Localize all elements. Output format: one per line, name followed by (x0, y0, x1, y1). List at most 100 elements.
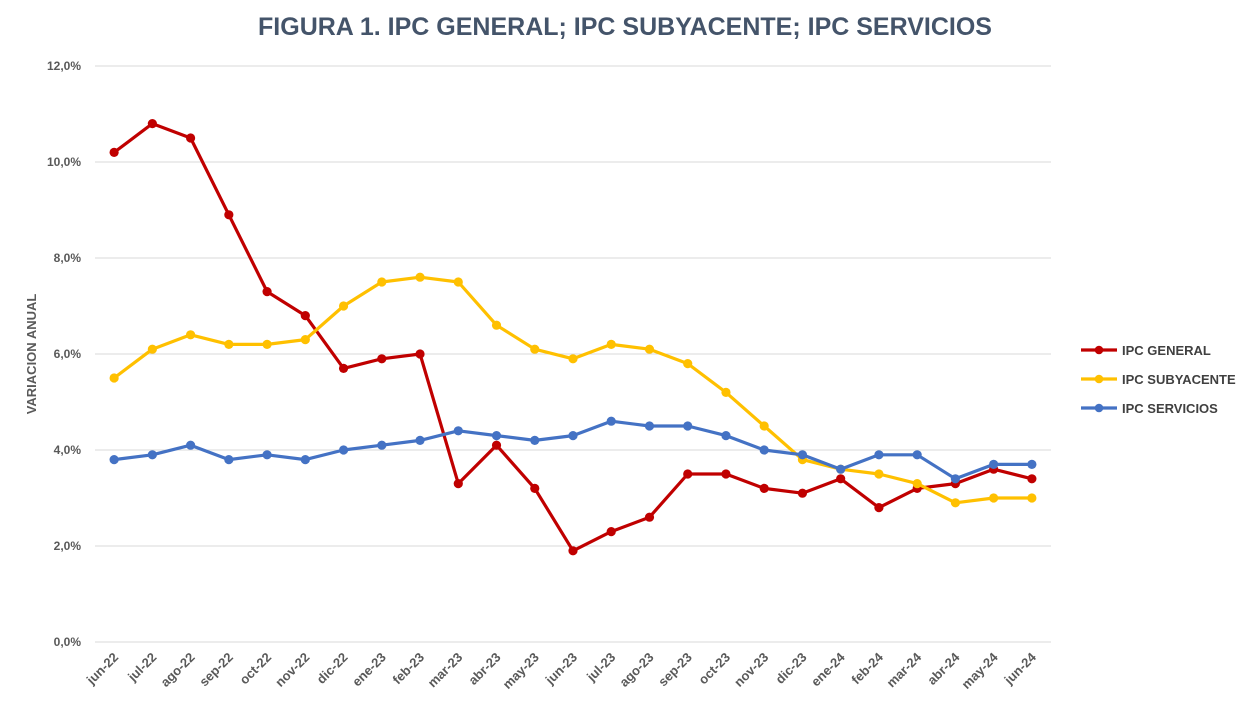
legend-label: IPC GENERAL (1122, 343, 1211, 358)
x-tick-label: oct-23 (695, 650, 733, 688)
data-point (109, 147, 119, 157)
legend-item: IPC SUBYACENTE (1081, 372, 1236, 387)
x-tick-label: dic-23 (772, 650, 809, 687)
data-point (950, 498, 961, 508)
data-point (1027, 493, 1037, 503)
data-point (950, 474, 961, 484)
y-axis-ticks: 0,0% 2,0% 4,0% 6,0% 8,0% 10,0% 12,0% (47, 59, 81, 649)
x-tick-label: may-24 (958, 649, 1001, 692)
y-tick-label: 0,0% (54, 635, 82, 649)
data-point (186, 330, 196, 340)
data-point (568, 354, 578, 364)
data-point (453, 479, 463, 489)
y-tick-label: 8,0% (54, 251, 82, 265)
legend-item: IPC GENERAL (1081, 343, 1211, 358)
y-tick-label: 4,0% (54, 443, 82, 457)
data-point (109, 455, 119, 465)
data-point (644, 421, 655, 431)
data-point (147, 119, 157, 129)
data-point (338, 301, 349, 311)
x-tick-label: ago-22 (157, 650, 197, 690)
gridlines (95, 65, 1051, 643)
x-tick-label: jun-24 (1001, 649, 1040, 688)
data-point (109, 373, 119, 383)
data-point (1027, 459, 1037, 469)
data-point (415, 272, 425, 282)
data-point (147, 344, 157, 354)
y-tick-label: 2,0% (54, 539, 82, 553)
x-tick-label: mar-24 (884, 649, 925, 690)
data-point (453, 277, 463, 287)
y-axis-label: VARIACION ANUAL (24, 294, 39, 415)
series-line (112, 275, 1034, 505)
legend-swatch-marker (1094, 374, 1104, 384)
data-point (989, 493, 999, 503)
x-tick-label: dic-22 (314, 650, 351, 687)
legend-label: IPC SERVICIOS (1122, 401, 1218, 416)
data-point (912, 479, 922, 489)
x-tick-label: feb-24 (848, 649, 886, 687)
data-point (606, 527, 616, 537)
data-point (836, 474, 846, 484)
data-point (683, 421, 693, 431)
data-point (644, 512, 655, 522)
data-point (530, 435, 540, 445)
series-ipc-subyacente (109, 272, 1037, 508)
y-tick-label: 10,0% (47, 155, 81, 169)
data-point (759, 445, 769, 455)
data-point (912, 450, 922, 460)
data-point (224, 210, 234, 220)
x-tick-label: nov-22 (272, 650, 312, 690)
x-tick-label: sep-22 (196, 650, 236, 690)
x-tick-label: jul-22 (124, 650, 159, 685)
data-point (759, 421, 769, 431)
x-tick-label: jun-22 (83, 650, 121, 688)
x-tick-label: jul-23 (583, 650, 618, 685)
data-point (300, 335, 310, 345)
series-ipc-servicios (109, 416, 1037, 484)
data-point (989, 459, 999, 469)
x-tick-label: mar-23 (425, 650, 466, 691)
data-point (338, 445, 349, 455)
legend-swatch-marker (1094, 345, 1104, 355)
data-point (530, 344, 540, 354)
x-tick-label: abr-24 (924, 649, 963, 688)
data-point (721, 431, 731, 441)
data-point (377, 354, 387, 364)
y-tick-label: 12,0% (47, 59, 81, 73)
data-point (721, 387, 731, 397)
x-tick-label: oct-22 (237, 650, 275, 688)
data-point (606, 416, 616, 426)
data-point (644, 344, 655, 354)
series-lines (109, 119, 1037, 556)
data-point (721, 469, 731, 479)
data-point (377, 440, 387, 450)
data-point (759, 483, 769, 493)
data-point (377, 277, 387, 287)
data-point (300, 311, 310, 321)
x-tick-label: jun-23 (542, 650, 580, 688)
legend-item: IPC SERVICIOS (1081, 401, 1218, 416)
x-tick-label: sep-23 (655, 650, 695, 690)
data-point (224, 339, 234, 349)
x-tick-label: ago-23 (616, 650, 656, 690)
data-point (262, 287, 272, 297)
x-tick-label: abr-23 (465, 650, 503, 688)
legend-label: IPC SUBYACENTE (1122, 372, 1236, 387)
data-point (797, 488, 808, 498)
data-point (224, 455, 234, 465)
data-point (491, 431, 502, 441)
data-point (453, 426, 463, 436)
data-point (186, 440, 196, 450)
data-point (415, 349, 425, 359)
y-tick-label: 6,0% (54, 347, 82, 361)
x-tick-label: ene-23 (349, 650, 389, 690)
series-line (112, 121, 1034, 553)
data-point (874, 469, 884, 479)
data-point (491, 320, 502, 330)
data-point (683, 359, 693, 369)
data-point (1027, 474, 1037, 484)
data-point (491, 440, 502, 450)
